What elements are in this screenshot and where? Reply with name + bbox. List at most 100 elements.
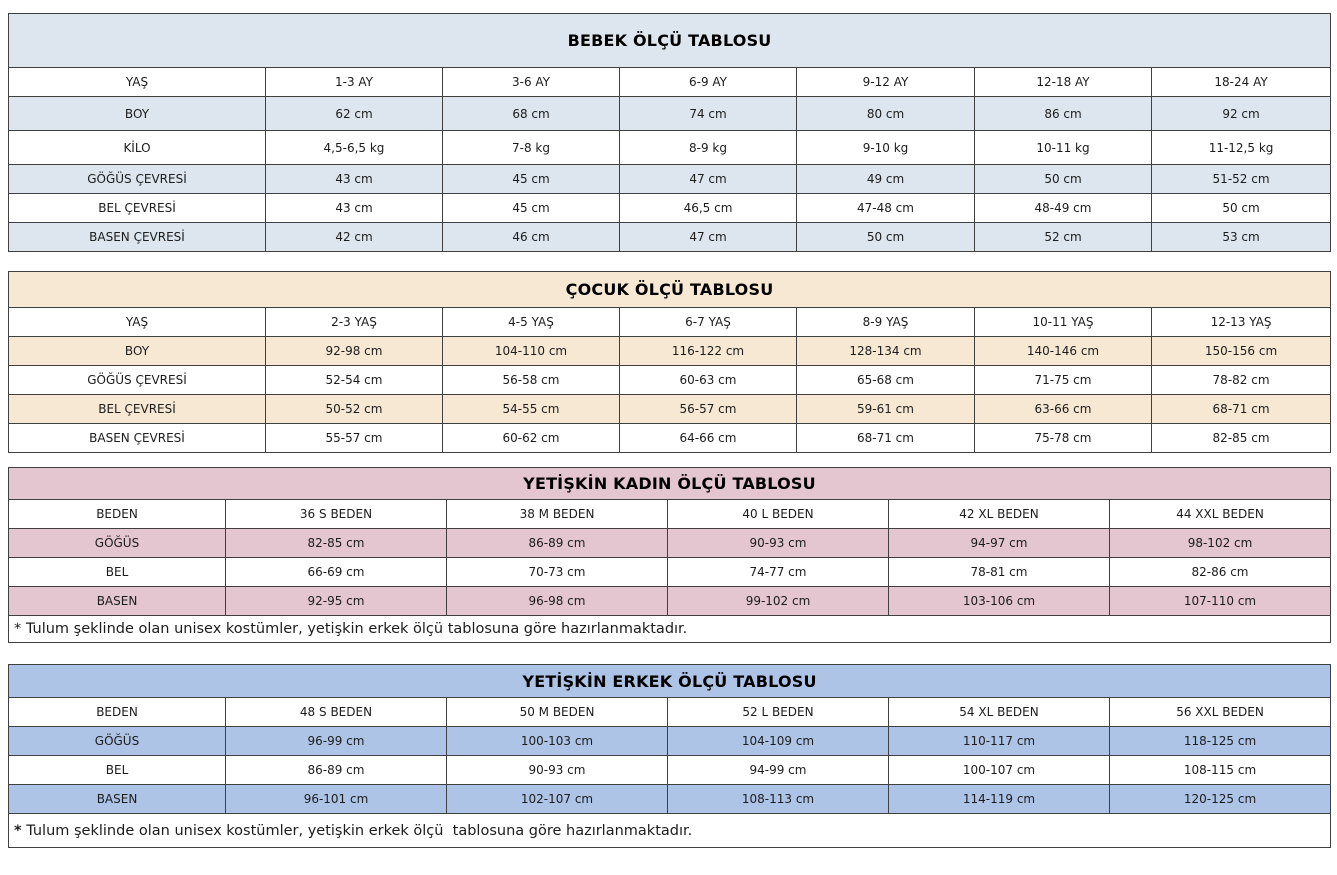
table-cell: 86 cm — [974, 96, 1152, 131]
table-cell: 54 XL BEDEN — [888, 697, 1110, 727]
table-cell: 78-81 cm — [888, 557, 1110, 587]
table-cell: 4,5-6,5 kg — [265, 130, 443, 165]
table-cell: 65-68 cm — [796, 365, 975, 395]
table-cell: 70-73 cm — [446, 557, 668, 587]
table-title-row: ÇOCUK ÖLÇÜ TABLOSU — [7, 271, 1332, 308]
table-row: BEL 66-69 cm 70-73 cm 74-77 cm 78-81 cm 82-86… — [8, 557, 1332, 587]
table-cell: 10-11 kg — [974, 130, 1152, 165]
table-row: YAŞ 2-3 YAŞ 4-5 YAŞ 6-7 YAŞ 8-9 YAŞ 10-11 YAŞ… — [8, 307, 1332, 337]
table-cell: 56 XXL BEDEN — [1108, 697, 1332, 727]
table-cell: 6-7 YAŞ — [619, 307, 797, 337]
row-label: BOY — [8, 336, 266, 366]
table-cell: 10-11 YAŞ — [974, 307, 1152, 337]
table-cell: 68-71 cm — [796, 423, 975, 453]
table-row: BASEN 96-101 cm 102-107 cm 108-113 cm 114-11… — [8, 784, 1332, 814]
table-cell: 6-9 AY — [619, 67, 797, 97]
table-row: BEDEN 36 S BEDEN 38 M BEDEN 40 L BEDEN 42 XL… — [8, 499, 1332, 529]
table-row: BASEN ÇEVRESİ 55-57 cm 60-62 cm 64-66 cm 68-… — [8, 423, 1332, 453]
note-asterisk: * — [14, 822, 22, 839]
baby-size-table: BEBEK ÖLÇÜ TABLOSU YAŞ 1-3 AY 3-6 AY 6-9 AY 9… — [7, 13, 1332, 252]
table-cell: 86-89 cm — [225, 755, 447, 785]
table-cell: 42 XL BEDEN — [888, 499, 1110, 529]
table-cell: 56-58 cm — [442, 365, 620, 395]
row-label: BEDEN — [8, 697, 226, 727]
note-asterisk: * — [14, 621, 22, 637]
bebek-olcu-tablosu: BEBEK ÖLÇÜ TABLOSU YAŞ 1-3 AY 3-6 AY 6-9 AY 9… — [7, 13, 1332, 252]
table-cell: 74-77 cm — [667, 557, 889, 587]
table-cell: 50 cm — [974, 164, 1152, 194]
table-cell: 140-146 cm — [974, 336, 1152, 366]
table-title-row: YETİŞKİN ERKEK ÖLÇÜ TABLOSU — [7, 664, 1332, 698]
table-cell: 54-55 cm — [442, 394, 620, 424]
table-cell: 49 cm — [796, 164, 975, 194]
table-cell: 52 cm — [974, 222, 1152, 252]
table-row: BOY 62 cm 68 cm 74 cm 80 cm 86 cm 92 cm — [8, 96, 1332, 131]
table-title-row: YETİŞKİN KADIN ÖLÇÜ TABLOSU — [7, 467, 1332, 500]
table-cell: 68-71 cm — [1150, 394, 1332, 424]
table-note: * Tulum şeklinde olan unisex kostümler, … — [7, 813, 1332, 848]
table-cell: 102-107 cm — [446, 784, 668, 814]
table-cell: 96-101 cm — [225, 784, 447, 814]
row-label: BASEN — [8, 586, 226, 616]
note-text: Tulum şeklinde olan unisex kostümler, ye… — [21, 822, 693, 839]
table-note-row: * Tulum şeklinde olan unisex kostümler, … — [7, 615, 1332, 643]
table-cell: 92-98 cm — [265, 336, 443, 366]
table-cell: 50-52 cm — [265, 394, 443, 424]
table-cell: 82-85 cm — [1150, 423, 1332, 453]
table-row: GÖĞÜS 82-85 cm 86-89 cm 90-93 cm 94-97 cm 98-… — [8, 528, 1332, 558]
table-cell: 53 cm — [1150, 222, 1332, 252]
table-row: GÖĞÜS ÇEVRESİ 52-54 cm 56-58 cm 60-63 cm 65-… — [8, 365, 1332, 395]
table-cell: 71-75 cm — [974, 365, 1152, 395]
table-row: BEL ÇEVRESİ 50-52 cm 54-55 cm 56-57 cm 59-61… — [8, 394, 1332, 424]
table-cell: 107-110 cm — [1108, 586, 1332, 616]
table-cell: 1-3 AY — [265, 67, 443, 97]
table-cell: 45 cm — [442, 193, 620, 223]
table-cell: 48-49 cm — [974, 193, 1152, 223]
table-cell: 8-9 kg — [619, 130, 797, 165]
table-cell: 3-6 AY — [442, 67, 620, 97]
row-label: YAŞ — [8, 67, 266, 97]
table-cell: 62 cm — [265, 96, 443, 131]
row-label: BASEN ÇEVRESİ — [8, 222, 266, 252]
row-label: BOY — [8, 96, 266, 131]
table-cell: 96-98 cm — [446, 586, 668, 616]
table-cell: 98-102 cm — [1108, 528, 1332, 558]
table-cell: 60-62 cm — [442, 423, 620, 453]
note-text: Tulum şeklinde olan unisex kostümler, ye… — [21, 621, 688, 637]
table-cell: 47 cm — [619, 222, 797, 252]
row-label: YAŞ — [8, 307, 266, 337]
table-cell: 42 cm — [265, 222, 443, 252]
child-size-table: ÇOCUK ÖLÇÜ TABLOSU YAŞ 2-3 YAŞ 4-5 YAŞ 6-7 Y… — [7, 271, 1332, 453]
table-row: BEDEN 48 S BEDEN 50 M BEDEN 52 L BEDEN 54 XL… — [8, 697, 1332, 727]
table-note-row: * Tulum şeklinde olan unisex kostümler, … — [7, 813, 1332, 848]
table-cell: 94-99 cm — [667, 755, 889, 785]
table-cell: 92 cm — [1150, 96, 1332, 131]
table-cell: 52-54 cm — [265, 365, 443, 395]
table-cell: 50 cm — [796, 222, 975, 252]
table-cell: 99-102 cm — [667, 586, 889, 616]
table-cell: 66-69 cm — [225, 557, 447, 587]
table-cell: 116-122 cm — [619, 336, 797, 366]
table-note: * Tulum şeklinde olan unisex kostümler, … — [7, 615, 1332, 643]
table-title: YETİŞKİN KADIN ÖLÇÜ TABLOSU — [7, 467, 1332, 500]
yetiskin-erkek-olcu-tablosu: YETİŞKİN ERKEK ÖLÇÜ TABLOSU BEDEN 48 S BED… — [7, 664, 1332, 848]
table-cell: 7-8 kg — [442, 130, 620, 165]
row-label: GÖĞÜS ÇEVRESİ — [8, 164, 266, 194]
table-cell: 11-12,5 kg — [1150, 130, 1332, 165]
table-cell: 82-86 cm — [1108, 557, 1332, 587]
table-row: BASEN ÇEVRESİ 42 cm 46 cm 47 cm 50 cm 52 cm 53… — [8, 222, 1332, 252]
table-cell: 150-156 cm — [1150, 336, 1332, 366]
table-cell: 86-89 cm — [446, 528, 668, 558]
table-cell: 108-113 cm — [667, 784, 889, 814]
table-title: YETİŞKİN ERKEK ÖLÇÜ TABLOSU — [7, 664, 1332, 698]
row-label: BEL — [8, 557, 226, 587]
table-cell: 110-117 cm — [888, 726, 1110, 756]
table-cell: 80 cm — [796, 96, 975, 131]
table-cell: 8-9 YAŞ — [796, 307, 975, 337]
table-cell: 120-125 cm — [1108, 784, 1332, 814]
table-cell: 9-10 kg — [796, 130, 975, 165]
row-label: BEDEN — [8, 499, 226, 529]
table-cell: 128-134 cm — [796, 336, 975, 366]
row-label: BASEN — [8, 784, 226, 814]
adult-women-size-table: YETİŞKİN KADIN ÖLÇÜ TABLOSU BEDEN 36 S BED… — [7, 467, 1332, 643]
